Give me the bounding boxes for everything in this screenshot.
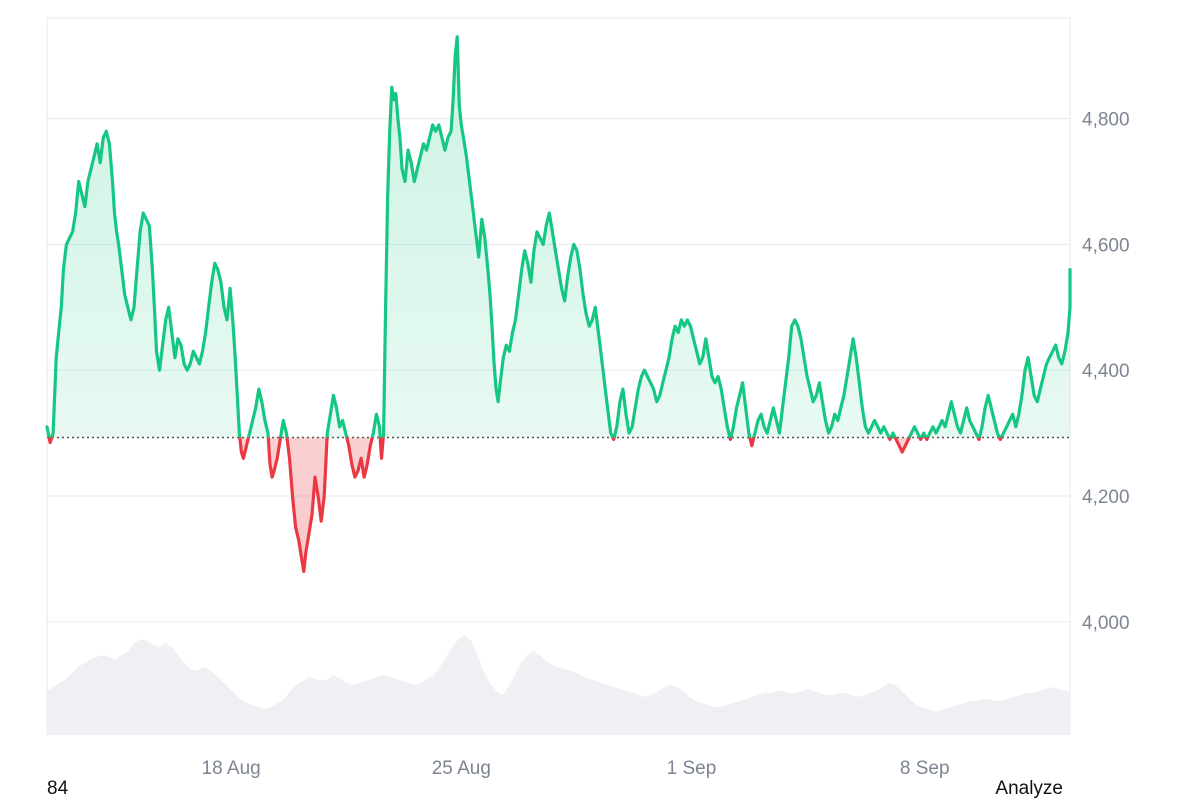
volume-area (47, 635, 1070, 735)
analyze-link[interactable]: Analyze (995, 778, 1063, 799)
x-axis-ticks: 18 Aug 25 Aug 1 Sep 8 Sep (202, 758, 950, 779)
x-tick-label: 25 Aug (432, 758, 491, 779)
volume-shape (47, 635, 1070, 735)
footer-left-label: 84 (47, 778, 69, 799)
y-tick-label: 4,800 (1082, 110, 1130, 131)
x-tick-label: 18 Aug (202, 758, 261, 779)
fill-above-baseline (47, 36, 1070, 438)
x-tick-label: 8 Sep (900, 758, 950, 779)
y-axis-ticks: 4,000 4,200 4,400 4,600 4,800 (1082, 110, 1130, 634)
x-tick-label: 1 Sep (667, 758, 717, 779)
price-fill (47, 36, 1070, 572)
y-tick-label: 4,200 (1082, 487, 1130, 508)
line-below-baseline (47, 437, 1004, 574)
y-tick-label: 4,000 (1082, 613, 1130, 634)
price-line (45, 35, 1072, 574)
line-above-baseline (45, 35, 1072, 438)
y-tick-label: 4,600 (1082, 235, 1130, 256)
y-tick-label: 4,400 (1082, 361, 1130, 382)
